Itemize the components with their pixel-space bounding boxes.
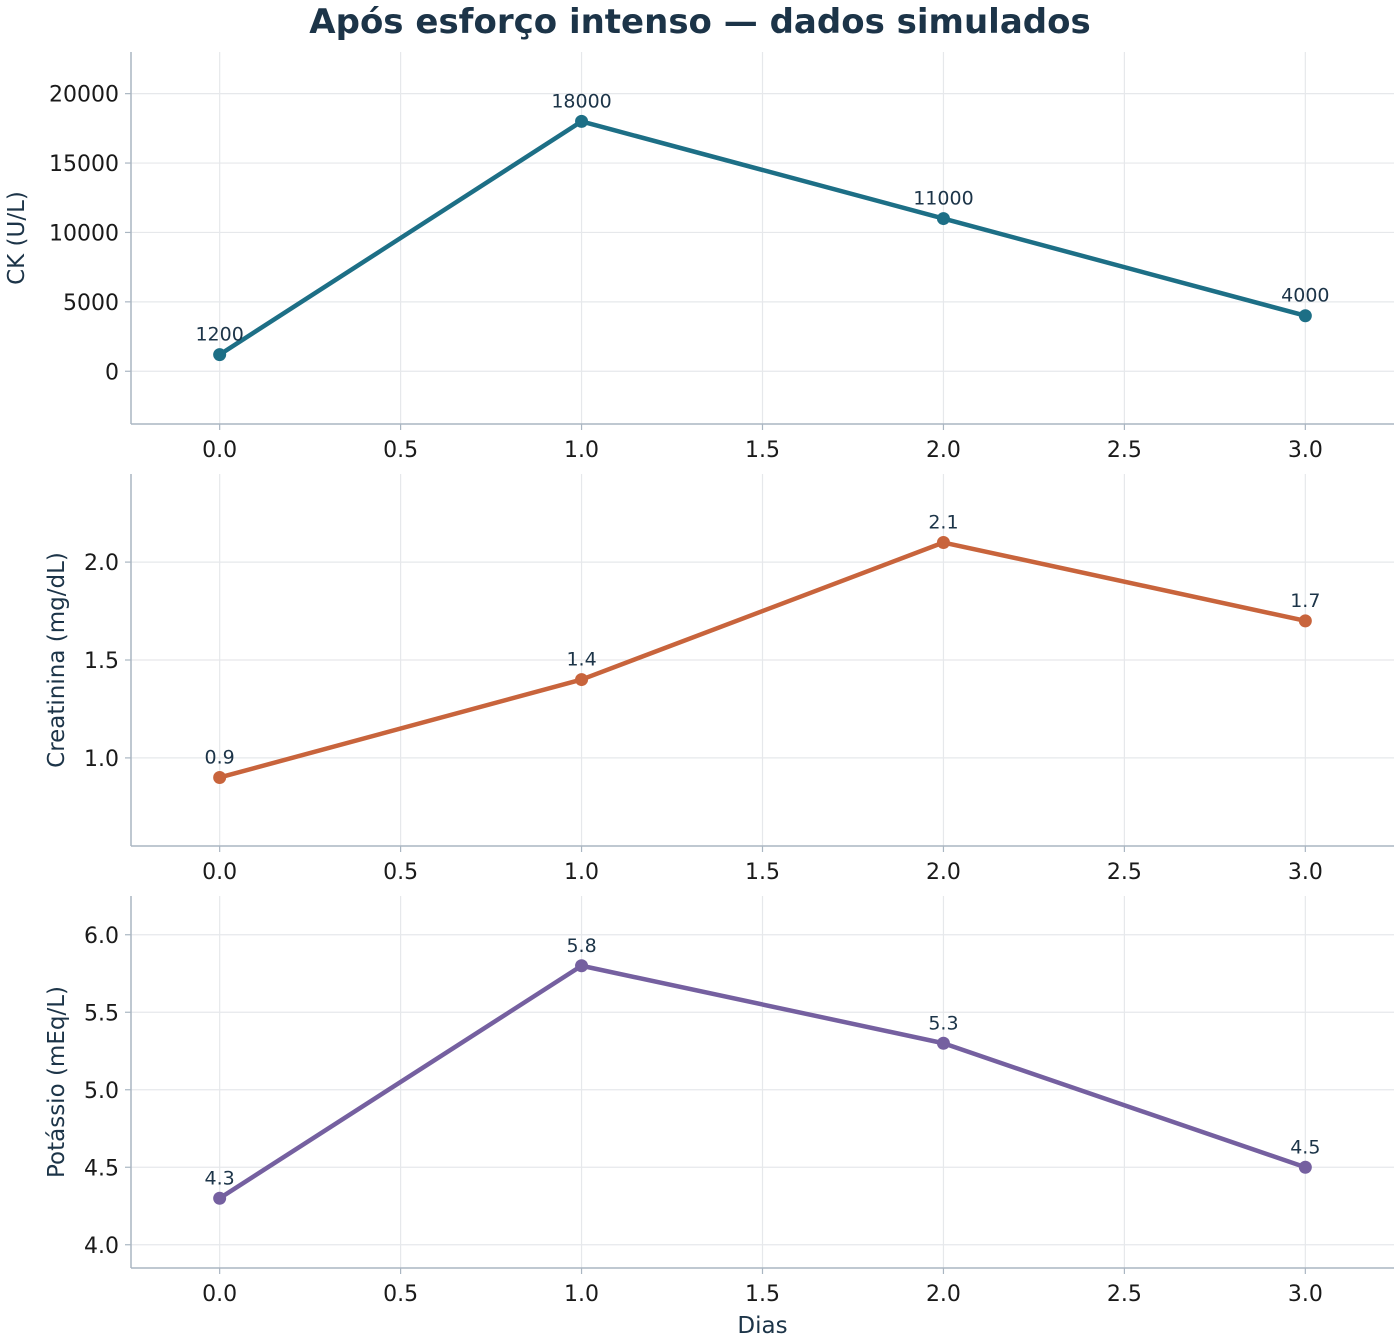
potassium-data-label-0: 4.3 — [205, 1167, 235, 1189]
potassium-ytick-label-0: 4.0 — [84, 1234, 119, 1259]
creatinine-ytick-label-1: 1.5 — [84, 649, 119, 674]
potassium-xtick-label-3: 1.5 — [745, 1282, 780, 1307]
potassium-ytick-label-4: 6.0 — [84, 924, 119, 949]
ck-ytick-label-4: 20000 — [49, 83, 119, 108]
creatinine-xtick-label-2: 1.0 — [564, 860, 599, 885]
chart-title: Após esforço intenso — dados simulados — [309, 2, 1091, 42]
creatinine-data-label-2: 2.1 — [928, 512, 958, 534]
potassium-xtick-label-4: 2.0 — [926, 1282, 961, 1307]
potassium-xtick-label-1: 0.5 — [383, 1282, 418, 1307]
ck-xtick-label-2: 1.0 — [564, 438, 599, 463]
ck-ytick-label-2: 10000 — [49, 221, 119, 246]
ck-point-1 — [575, 114, 589, 128]
creatinine-point-0 — [213, 770, 227, 784]
ck-point-0 — [213, 348, 227, 362]
potassium-point-2 — [936, 1036, 950, 1050]
ck-xtick-label-6: 3.0 — [1288, 438, 1323, 463]
creatinine-xtick-label-3: 1.5 — [745, 860, 780, 885]
creatinine-point-3 — [1298, 614, 1312, 628]
ck-data-label-3: 4000 — [1281, 285, 1329, 307]
potassium-xtick-label-5: 2.5 — [1107, 1282, 1142, 1307]
potassium-xtick-label-0: 0.0 — [202, 1282, 237, 1307]
creatinine-point-2 — [936, 536, 950, 550]
creatinine-series-line — [217, 540, 1308, 780]
potassium-data-label-3: 4.5 — [1290, 1136, 1320, 1158]
ck-ytick-label-0: 0 — [105, 360, 119, 385]
ck-xtick-label-0: 0.0 — [202, 438, 237, 463]
potassium-xtick-label-6: 3.0 — [1288, 1282, 1323, 1307]
potassium-ylabel: Potássio (mEq/L) — [44, 986, 70, 1178]
ck-data-label-2: 11000 — [913, 188, 973, 210]
potassium-ytick-label-2: 5.0 — [84, 1079, 119, 1104]
creatinine-data-label-0: 0.9 — [205, 746, 235, 768]
creatinine-ytick-label-0: 1.0 — [84, 747, 119, 772]
creatinine-ytick-label-2: 2.0 — [84, 551, 119, 576]
creatinine-xtick-label-5: 2.5 — [1107, 860, 1142, 885]
ck-point-2 — [936, 212, 950, 226]
creatinine-ylabel: Creatinina (mg/dL) — [44, 552, 70, 768]
panel-potassium: 0.0 0.5 1.0 1.5 2.0 2.5 3.0 4.0 4.5 5.0 5.5 6.0 Potá… — [44, 896, 1394, 1339]
ck-xtick-label-4: 2.0 — [926, 438, 961, 463]
creatinine-data-label-3: 1.7 — [1290, 590, 1320, 612]
ck-data-label-0: 1200 — [195, 324, 243, 346]
ck-xtick-label-1: 0.5 — [383, 438, 418, 463]
creatinine-xtick-label-1: 0.5 — [383, 860, 418, 885]
potassium-data-label-2: 5.3 — [928, 1012, 958, 1034]
potassium-point-0 — [213, 1191, 227, 1205]
ck-series-line — [217, 119, 1308, 357]
ck-xtick-label-5: 2.5 — [1107, 438, 1142, 463]
creatinine-xtick-label-4: 2.0 — [926, 860, 961, 885]
creatinine-xtick-label-0: 0.0 — [202, 860, 237, 885]
creatinine-point-1 — [575, 673, 589, 687]
potassium-xtick-label-2: 1.0 — [564, 1282, 599, 1307]
potassium-ytick-label-1: 4.5 — [84, 1156, 119, 1181]
ck-ytick-label-1: 5000 — [63, 291, 119, 316]
ck-ylabel: CK (U/L) — [4, 191, 30, 285]
panel-ck: 0.0 0.5 1.0 1.5 2.0 2.5 3.0 0 5000 10000 15000 2000… — [4, 52, 1394, 463]
ck-xtick-label-3: 1.5 — [745, 438, 780, 463]
ck-data-label-1: 18000 — [551, 90, 611, 112]
creatinine-xtick-label-6: 3.0 — [1288, 860, 1323, 885]
potassium-series-line — [217, 963, 1308, 1201]
ck-ytick-label-3: 15000 — [49, 152, 119, 177]
ck-point-3 — [1298, 309, 1312, 323]
potassium-data-label-1: 5.8 — [566, 935, 596, 957]
panel-creatinine: 0.0 0.5 1.0 1.5 2.0 2.5 3.0 1.0 1.5 2.0 Creatinina… — [44, 474, 1394, 885]
potassium-point-1 — [575, 959, 589, 973]
potassium-xlabel: Dias — [737, 1313, 787, 1339]
creatinine-data-label-1: 1.4 — [566, 649, 596, 671]
potassium-ytick-label-3: 5.5 — [84, 1001, 119, 1026]
potassium-point-3 — [1298, 1160, 1312, 1174]
